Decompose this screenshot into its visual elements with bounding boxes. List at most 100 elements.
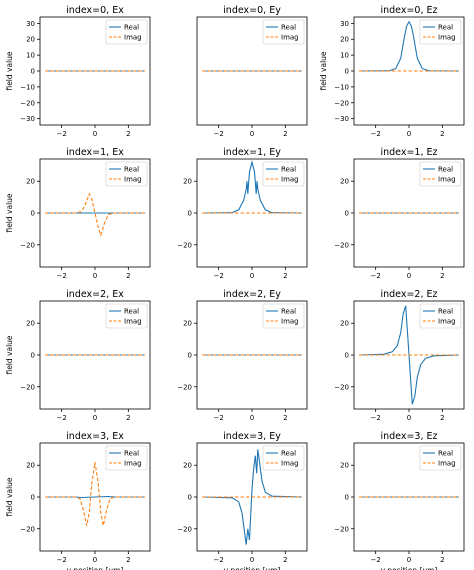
- legend-box: [105, 303, 148, 329]
- y-tick-label: 20: [183, 462, 192, 470]
- legend-box: [262, 303, 305, 329]
- legend-label: Imag: [124, 318, 142, 326]
- legend-label: Real: [124, 308, 139, 316]
- legend-label: Imag: [281, 460, 299, 468]
- y-tick-label: 20: [340, 178, 349, 186]
- y-tick-label: 30: [26, 20, 35, 28]
- x-tick-label: −2: [57, 414, 67, 422]
- subplot-title: index=2, Ex: [66, 289, 124, 300]
- subplot-title: index=2, Ey: [223, 289, 281, 300]
- legend-label: Real: [438, 450, 453, 458]
- legend-label: Imag: [438, 318, 456, 326]
- legend-label: Imag: [281, 34, 299, 42]
- y-tick-label: 0: [345, 494, 349, 502]
- legend-box: [262, 19, 305, 45]
- legend-box: [419, 445, 462, 471]
- legend-label: Real: [281, 308, 296, 316]
- y-tick-label: 0: [188, 210, 192, 218]
- y-tick-label: 0: [31, 494, 35, 502]
- y-tick-label: 30: [340, 20, 349, 28]
- legend-box: [262, 445, 305, 471]
- y-tick-label: 20: [340, 320, 349, 328]
- x-tick-label: 0: [250, 272, 254, 280]
- legend-box: [105, 445, 148, 471]
- legend-label: Real: [281, 24, 296, 32]
- y-tick-label: 10: [340, 52, 349, 60]
- subplot-title: index=0, Ez: [380, 5, 437, 16]
- y-axis-label: field value: [5, 477, 14, 516]
- y-tick-label: −20: [334, 99, 349, 107]
- x-tick-label: −2: [214, 130, 224, 138]
- y-tick-label: −20: [334, 525, 349, 533]
- x-tick-label: −2: [214, 556, 224, 564]
- legend-box: [262, 161, 305, 187]
- y-tick-label: 10: [26, 52, 35, 60]
- y-axis-label: field value: [5, 335, 14, 374]
- x-tick-label: 0: [93, 130, 97, 138]
- legend-label: Real: [124, 450, 139, 458]
- x-tick-label: 0: [93, 556, 97, 564]
- y-tick-label: −10: [334, 83, 349, 91]
- x-tick-label: 0: [407, 414, 411, 422]
- y-tick-label: 20: [340, 36, 349, 44]
- x-tick-label: 0: [93, 272, 97, 280]
- series-line-imag: [45, 192, 145, 238]
- legend-label: Real: [124, 166, 139, 174]
- y-tick-label: −10: [20, 83, 35, 91]
- x-tick-label: −2: [214, 414, 224, 422]
- x-tick-label: −2: [371, 272, 381, 280]
- y-tick-label: 20: [183, 178, 192, 186]
- y-tick-label: −20: [20, 241, 35, 249]
- subplot-title: index=3, Ez: [380, 431, 437, 442]
- subplot-title: index=0, Ex: [66, 5, 124, 16]
- legend-label: Real: [438, 166, 453, 174]
- legend-box: [419, 303, 462, 329]
- x-tick-label: 2: [126, 130, 130, 138]
- x-tick-label: 2: [126, 272, 130, 280]
- y-tick-label: −20: [177, 525, 192, 533]
- y-tick-label: 20: [26, 462, 35, 470]
- subplot-title: index=0, Ey: [223, 5, 281, 16]
- legend-label: Imag: [124, 34, 142, 42]
- legend-box: [419, 19, 462, 45]
- y-tick-label: 0: [345, 68, 349, 76]
- y-tick-label: 20: [340, 462, 349, 470]
- y-tick-label: −20: [177, 383, 192, 391]
- x-tick-label: 2: [440, 130, 444, 138]
- legend-label: Real: [438, 24, 453, 32]
- x-tick-label: 2: [283, 414, 287, 422]
- legend-label: Imag: [281, 176, 299, 184]
- legend-label: Imag: [124, 176, 142, 184]
- x-tick-label: 2: [283, 272, 287, 280]
- series-line-real: [201, 449, 303, 545]
- x-tick-label: 0: [407, 556, 411, 564]
- x-tick-label: 2: [440, 272, 444, 280]
- y-tick-label: 0: [345, 352, 349, 360]
- subplot-1: index=0, Ey −2 0 2 Real Imag: [196, 5, 308, 138]
- y-tick-label: 0: [31, 352, 35, 360]
- series-line-imag: [45, 462, 145, 526]
- y-tick-label: −20: [20, 383, 35, 391]
- x-axis-label: y position [um]: [67, 566, 124, 570]
- subplot-title: index=1, Ez: [380, 147, 437, 158]
- x-tick-label: 2: [126, 414, 130, 422]
- legend-box: [419, 161, 462, 187]
- x-tick-label: 0: [407, 272, 411, 280]
- x-tick-label: −2: [57, 130, 67, 138]
- legend-label: Imag: [124, 460, 142, 468]
- x-tick-label: −2: [371, 556, 381, 564]
- legend-label: Real: [281, 166, 296, 174]
- legend-label: Imag: [438, 460, 456, 468]
- series-line-real: [358, 20, 460, 72]
- x-tick-label: −2: [57, 556, 67, 564]
- x-tick-label: 2: [126, 556, 130, 564]
